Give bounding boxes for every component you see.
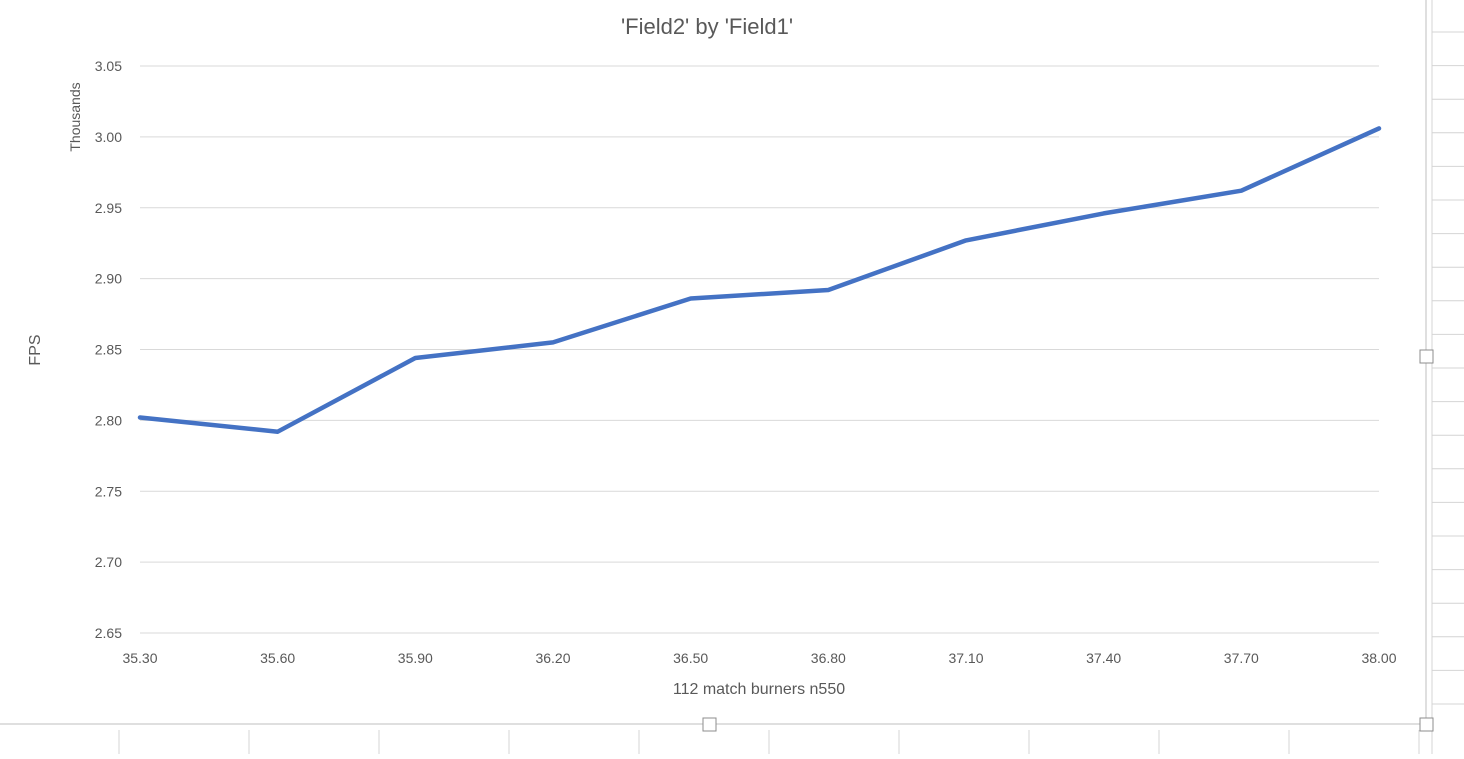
x-tick-label: 35.30 [122, 650, 157, 666]
y-axis-unit-label: Thousands [67, 82, 83, 151]
y-tick-label: 2.65 [95, 625, 122, 641]
chart-title: 'Field2' by 'Field1' [621, 14, 793, 39]
x-tick-label: 36.50 [673, 650, 708, 666]
y-tick-label: 3.05 [95, 58, 122, 74]
x-axis-title: 112 match burners n550 [673, 681, 845, 698]
x-tick-label: 37.70 [1224, 650, 1259, 666]
chart-resize-handle-right[interactable] [1419, 349, 1434, 364]
x-tick-label: 35.90 [398, 650, 433, 666]
series-layer [137, 126, 1382, 434]
y-tick-label: 3.00 [95, 129, 122, 145]
x-tick-label: 35.60 [260, 650, 295, 666]
y-gridlines [140, 65, 1379, 634]
x-tick-label: 36.20 [535, 650, 570, 666]
y-tick-label: 2.85 [95, 342, 122, 358]
spreadsheet-grid-background [118, 0, 1464, 754]
y-tick-labels: 2.65 2.70 2.75 2.80 2.85 2.90 2.95 3.00 3.05 [95, 58, 122, 641]
y-tick-label: 2.75 [95, 483, 122, 499]
x-tick-label: 36.80 [811, 650, 846, 666]
y-tick-label: 2.90 [95, 271, 122, 287]
x-tick-label: 37.10 [948, 650, 983, 666]
series-line [137, 126, 1382, 434]
x-tick-labels: 35.30 35.60 35.90 36.20 36.50 36.80 37.10 37.40… [122, 650, 1396, 666]
y-tick-label: 2.80 [95, 412, 122, 428]
chart-resize-handle-bottom[interactable] [702, 717, 717, 732]
y-tick-label: 2.70 [95, 554, 122, 570]
chart-resize-handle-bottom-right[interactable] [1419, 717, 1434, 732]
y-axis-title: FPS [27, 334, 44, 365]
y-tick-label: 2.95 [95, 200, 122, 216]
x-tick-label: 38.00 [1361, 650, 1396, 666]
x-tick-label: 37.40 [1086, 650, 1121, 666]
